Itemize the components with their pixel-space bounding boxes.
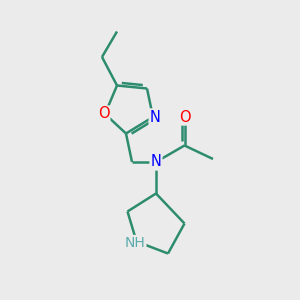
Text: N: N [151,154,161,169]
Text: O: O [98,106,109,122]
Text: NH: NH [124,236,146,250]
Text: N: N [150,110,160,124]
Text: O: O [179,110,190,124]
